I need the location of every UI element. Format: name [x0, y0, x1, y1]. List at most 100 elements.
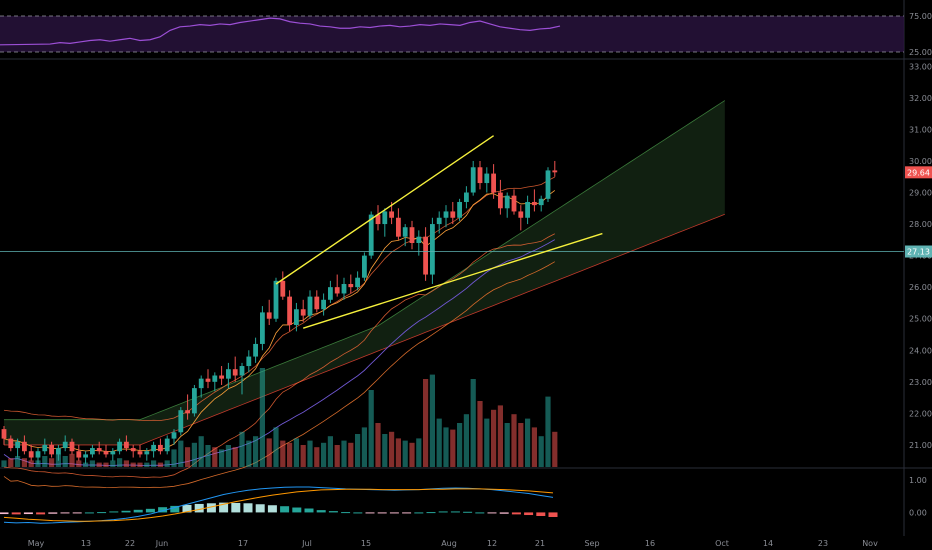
macd-histogram-bar	[292, 507, 302, 513]
candle-body	[396, 217, 401, 237]
candle-body	[382, 211, 388, 225]
volume-bar	[171, 449, 177, 467]
macd-histogram-bar	[194, 503, 204, 513]
candle-body	[260, 312, 265, 344]
volume-bar	[137, 462, 143, 467]
volume-bar	[368, 390, 374, 467]
price-tick-label: 24.00	[909, 346, 932, 355]
candle-body	[409, 227, 415, 243]
rsi-panel: 75.00 25.00	[0, 12, 932, 57]
lower-trendline	[302, 232, 603, 329]
time-tick-label: 13	[81, 539, 91, 548]
candle-body	[158, 444, 163, 452]
volume-bar	[484, 418, 490, 467]
macd-histogram-bar	[255, 504, 265, 513]
volume-bar	[89, 460, 95, 467]
volume-bar	[300, 445, 306, 467]
sma-line	[3, 239, 556, 466]
volume-bar	[307, 440, 313, 467]
volume-bar	[239, 431, 245, 467]
price-tick-label: 22.00	[909, 409, 932, 418]
candle-body	[151, 444, 156, 452]
macd-histogram-bar	[243, 503, 253, 513]
volume-bar	[96, 462, 102, 467]
time-tick-label: 15	[361, 539, 371, 548]
volume-bar	[423, 379, 429, 467]
candle-body	[280, 280, 286, 297]
volume-bar	[314, 447, 320, 467]
candle-body	[103, 451, 109, 455]
volume-bar	[321, 442, 327, 467]
candle-body	[375, 214, 381, 225]
candle-body	[110, 451, 116, 455]
volume-bar	[327, 436, 333, 467]
volume-bar	[117, 458, 123, 467]
macd-histogram-bar	[328, 511, 338, 513]
macd-histogram-bar	[158, 507, 168, 513]
candle-body	[362, 255, 367, 278]
volume-bar	[123, 460, 129, 467]
volume-bar	[429, 374, 435, 467]
macd-histogram-bar	[389, 512, 399, 514]
time-tick-label: May	[28, 539, 45, 548]
volume-bar	[293, 438, 299, 467]
volume-bar	[477, 401, 483, 467]
candle-body	[266, 312, 272, 319]
volume-bar	[491, 409, 497, 467]
candle-body	[130, 448, 136, 452]
macd-tick-label: 1.00	[909, 476, 927, 485]
time-tick-label: 22	[125, 539, 135, 548]
price-tick-label: 33.00	[909, 62, 932, 71]
signal-line	[3, 488, 554, 522]
macd-histogram-bar	[121, 510, 131, 513]
candle-body	[90, 448, 95, 455]
macd-histogram-bar	[499, 512, 509, 514]
candle-body	[402, 227, 408, 237]
volume-bar	[463, 414, 469, 467]
candle-body	[198, 378, 204, 389]
candle-body	[436, 217, 442, 225]
macd-histogram-bar	[438, 511, 448, 513]
time-tick-label: Jun	[155, 539, 169, 548]
candle-body	[300, 309, 306, 316]
volume-bar	[395, 438, 401, 467]
time-tick-label: Aug	[441, 539, 457, 548]
candle-body	[545, 170, 551, 199]
candle-body	[117, 441, 122, 452]
candle-body	[124, 441, 129, 449]
candle-body	[76, 451, 82, 458]
volume-bar	[110, 460, 116, 467]
candle-body	[389, 211, 394, 218]
candle-body	[144, 451, 150, 455]
candle-body	[334, 287, 340, 294]
time-tick-label: Nov	[862, 539, 878, 548]
volume-bar	[341, 440, 347, 467]
volume-bar	[457, 423, 463, 467]
volume-bar	[191, 442, 197, 467]
ema-slow-line	[3, 261, 555, 489]
volume-bar	[76, 460, 82, 467]
volume-bar	[450, 429, 456, 467]
macd-histogram-bar	[231, 502, 241, 513]
volume-bar	[164, 460, 170, 467]
volume-bar	[49, 458, 55, 467]
candle-body	[232, 369, 238, 376]
volume-bar	[212, 447, 218, 467]
candle-body	[22, 441, 27, 452]
candle-body	[96, 448, 102, 452]
volume-bar	[334, 445, 340, 467]
candle-body	[328, 287, 333, 300]
candle-body	[498, 192, 503, 209]
macd-histogram-bar	[426, 512, 436, 514]
candle-body	[355, 277, 360, 288]
line-price-badge	[905, 245, 932, 258]
volume-bar	[497, 405, 503, 467]
candle-body	[62, 441, 68, 449]
volume-bar	[538, 436, 544, 467]
macd-histogram-bar	[84, 512, 94, 514]
volume-bar	[518, 423, 524, 467]
volume-bar	[28, 460, 34, 467]
macd-histogram-bar	[267, 505, 277, 513]
candle-body	[348, 284, 354, 288]
